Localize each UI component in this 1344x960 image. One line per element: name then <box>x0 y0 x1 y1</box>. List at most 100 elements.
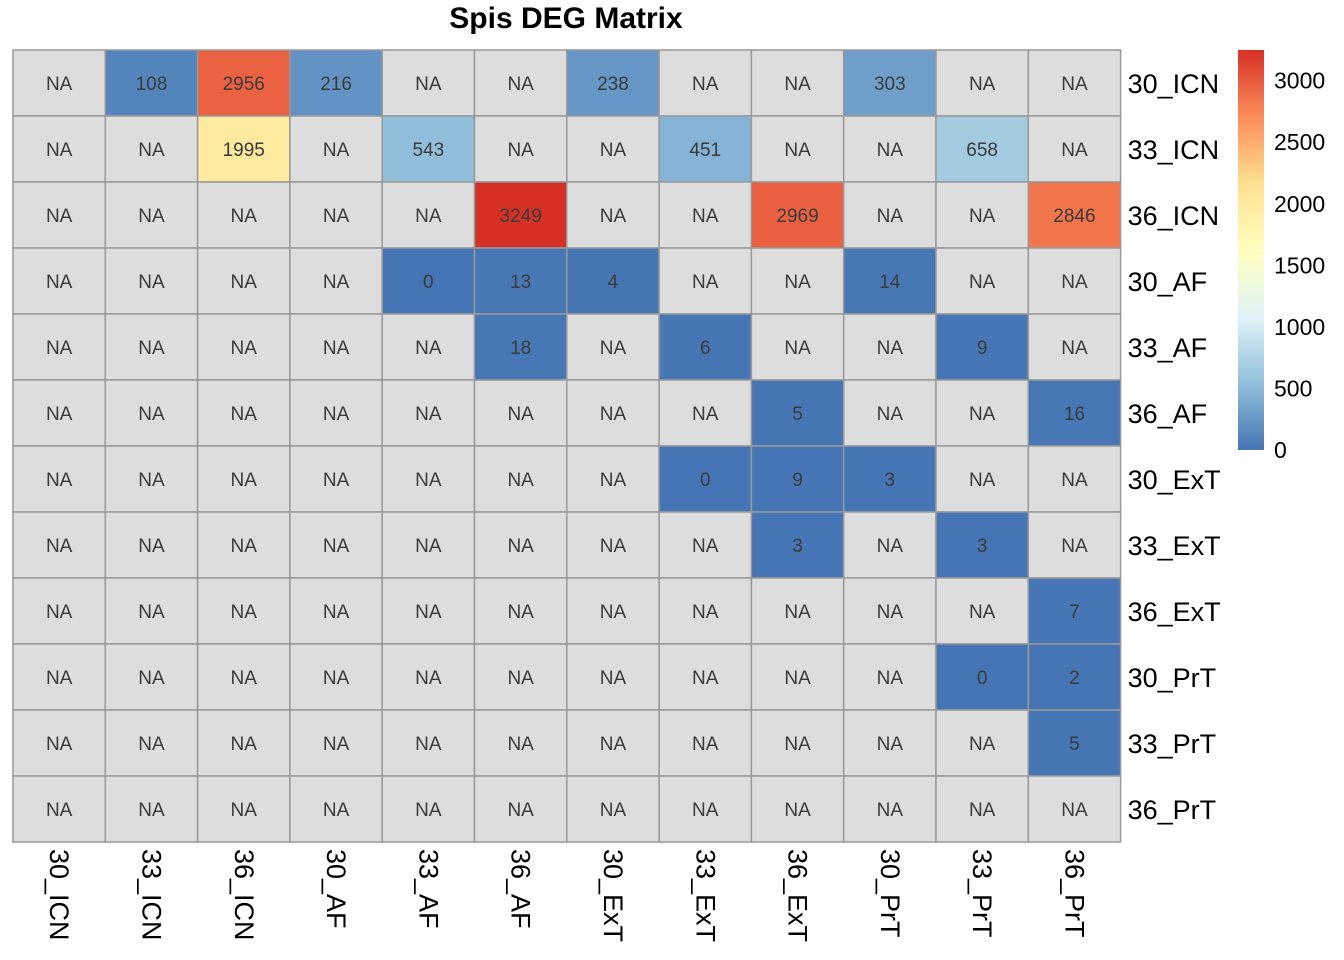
cell-value-label: NA <box>600 800 627 821</box>
heatmap-cell <box>1027 511 1122 579</box>
heatmap-cell <box>196 49 291 117</box>
cell-value-label: NA <box>323 140 350 161</box>
heatmap-cell <box>12 511 107 579</box>
cell-value-label: NA <box>692 206 719 227</box>
cell-value-label: 543 <box>412 140 444 161</box>
cell-value-label: NA <box>692 536 719 557</box>
cell-value-label: 216 <box>320 74 352 95</box>
cell-value-label: NA <box>600 536 627 557</box>
cell-value-label: NA <box>415 602 442 623</box>
heatmap-cell <box>566 709 660 777</box>
cell-value-label: NA <box>877 800 904 821</box>
cell-value-label: NA <box>507 800 534 821</box>
heatmap-cell <box>1027 379 1122 447</box>
cell-value-label: 3 <box>792 536 803 557</box>
cell-value-label: NA <box>784 800 811 821</box>
column-label: 30_ExT <box>598 849 628 942</box>
heatmap-cell <box>658 511 753 579</box>
cell-value-label: NA <box>46 602 73 623</box>
heatmap-cell <box>381 445 476 513</box>
heatmap-cell <box>935 313 1030 381</box>
cell-value-label: NA <box>323 734 350 755</box>
heatmap-cell <box>750 115 845 183</box>
cell-value-label: NA <box>415 404 442 425</box>
cell-value-label: NA <box>46 272 73 293</box>
heatmap-cell <box>381 709 476 777</box>
legend-tick-label: 1500 <box>1274 252 1325 278</box>
heatmap-cell <box>1027 577 1122 645</box>
cell-value-label: NA <box>231 668 258 689</box>
cell-value-label: NA <box>138 272 165 293</box>
cell-value-label: NA <box>231 404 258 425</box>
cell-value-label: NA <box>415 338 442 359</box>
cell-value-label: NA <box>415 800 442 821</box>
cell-value-label: 658 <box>966 140 998 161</box>
cell-value-label: NA <box>138 140 165 161</box>
row-label: 30_PrT <box>1128 663 1217 693</box>
cell-value-label: NA <box>600 206 627 227</box>
cell-value-label: NA <box>415 734 442 755</box>
cell-value-label: NA <box>231 602 258 623</box>
heatmap-cell <box>473 115 568 183</box>
cell-value-label: NA <box>969 74 996 95</box>
heatmap-cell <box>289 313 383 381</box>
heatmap-cell <box>935 247 1030 315</box>
heatmap-cell <box>12 181 107 249</box>
heatmap-cell <box>750 511 845 579</box>
cell-value-label: NA <box>231 800 258 821</box>
cell-value-label: NA <box>507 668 534 689</box>
heatmap-cell <box>566 643 660 711</box>
heatmap-cell <box>473 775 568 843</box>
heatmap-cell <box>1027 49 1122 117</box>
cell-value-label: NA <box>415 470 442 491</box>
cell-value-label: 3 <box>977 536 988 557</box>
cell-value-label: NA <box>507 74 534 95</box>
cell-value-label: NA <box>784 734 811 755</box>
cell-value-label: NA <box>507 602 534 623</box>
heatmap-cell <box>658 775 753 843</box>
heatmap-cell <box>104 577 199 645</box>
cell-value-label: 16 <box>1064 404 1085 425</box>
row-label: 33_AF <box>1128 333 1208 363</box>
heatmap-cell <box>289 379 383 447</box>
heatmap-cell <box>566 511 660 579</box>
heatmap-cell <box>381 577 476 645</box>
row-label: 33_PrT <box>1128 729 1217 759</box>
heatmap-cell <box>658 577 753 645</box>
cell-value-label: NA <box>231 338 258 359</box>
cell-value-label: NA <box>138 536 165 557</box>
cell-value-label: NA <box>231 272 258 293</box>
heatmap-cell <box>196 577 291 645</box>
heatmap-cell <box>473 511 568 579</box>
column-labels: 30_ICN 33_ICN 36_ICN 30_AF 33_AF 36_AF 30_ExT 3… <box>44 849 1089 942</box>
column-label: 36_ICN <box>229 849 259 941</box>
row-labels: 30_ICN 33_ICN 36_ICN 30_AF 33_AF 36_AF 30_ExT 3… <box>1128 69 1221 825</box>
heatmap-cell <box>1027 247 1122 315</box>
heatmap-cell <box>658 313 753 381</box>
column-label: 36_ExT <box>783 849 813 942</box>
heatmap-cell <box>566 577 660 645</box>
cell-value-label: NA <box>877 338 904 359</box>
cell-value-label: NA <box>415 536 442 557</box>
cell-value-label: NA <box>323 536 350 557</box>
heatmap-cell <box>289 445 383 513</box>
cell-value-label: NA <box>692 602 719 623</box>
heatmap-cell <box>658 49 753 117</box>
cell-value-label: NA <box>600 734 627 755</box>
cell-value-label: NA <box>600 668 627 689</box>
heatmap-cell <box>104 115 199 183</box>
heatmap-cell <box>289 577 383 645</box>
cell-value-label: NA <box>784 272 811 293</box>
cell-value-label: 3 <box>885 470 896 491</box>
heatmap-cell <box>658 643 753 711</box>
cell-value-label: 0 <box>700 470 711 491</box>
cell-value-label: 5 <box>792 404 803 425</box>
column-label: 33_PrT <box>967 849 997 938</box>
cell-value-label: NA <box>1061 536 1088 557</box>
cell-value-label: 9 <box>977 338 988 359</box>
cell-value-label: NA <box>692 800 719 821</box>
row-label: 33_ExT <box>1128 531 1221 561</box>
cell-value-label: NA <box>138 668 165 689</box>
cell-value-label: NA <box>323 470 350 491</box>
